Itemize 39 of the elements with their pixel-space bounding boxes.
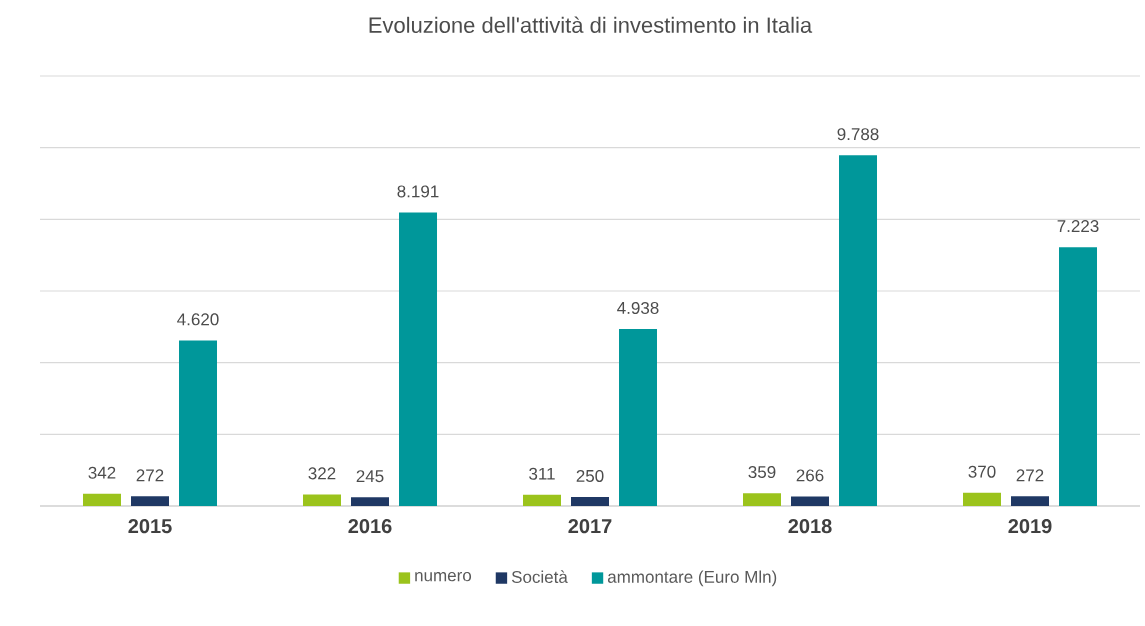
x-tick-label: 2015 [128,519,172,534]
x-tick-label: 2019 [1008,519,1052,534]
data-label: 272 [136,469,164,482]
bar [619,329,657,506]
bar [303,494,341,506]
data-label: 9.788 [837,128,879,141]
data-label: 272 [1016,469,1044,482]
bar [399,212,438,506]
bar [963,492,1002,506]
data-label: 4.938 [617,301,659,314]
data-label: 250 [576,469,604,482]
bar [791,496,830,506]
data-label: 342 [88,466,116,479]
bar [131,496,169,506]
data-label: 245 [356,470,384,483]
bar [839,155,877,506]
bar [571,497,609,506]
x-tick-label: 2017 [568,519,612,534]
data-label: 7.223 [1057,220,1099,233]
bar [83,493,121,506]
data-label: 370 [968,465,996,478]
data-label: 266 [796,469,824,482]
legend-label: ammontare (Euro Mln) [607,570,777,587]
x-tick-label: 2018 [788,519,832,534]
bar [523,494,561,506]
chart-title: Evoluzione dell'attività di investimento in Italia [369,16,813,33]
legend-label: Società [511,570,568,583]
bar [1011,496,1050,506]
data-label: 8.191 [397,185,439,198]
data-label: 359 [748,466,776,479]
legend-label: numero [415,571,472,582]
bar [351,497,389,506]
bar [1059,247,1098,506]
data-label: 322 [308,467,336,480]
data-label: 311 [529,467,555,480]
bar [743,493,782,506]
data-label: 4.620 [177,313,219,326]
bar [179,340,218,506]
x-tick-label: 2016 [348,519,392,534]
